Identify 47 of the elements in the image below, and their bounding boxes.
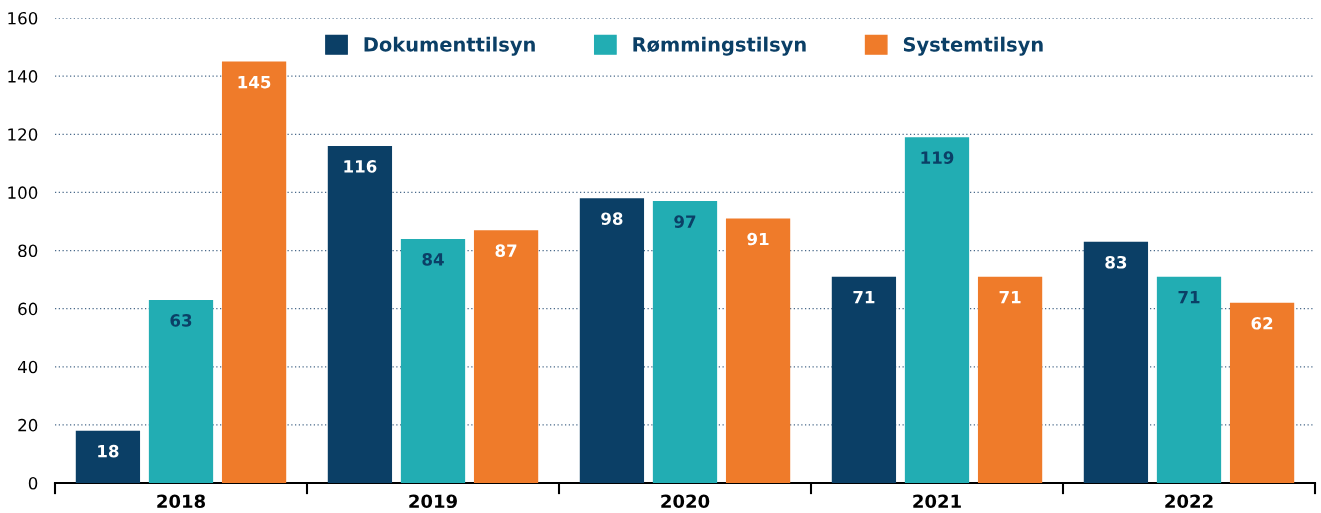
y-tick-label: 100 [8, 186, 38, 199]
x-tick-label: 2019 [409, 494, 457, 509]
bar [473, 230, 539, 483]
x-tick-label: 2021 [913, 494, 961, 509]
data-label: 97 [674, 215, 696, 228]
bar [221, 61, 287, 483]
y-tick-label: 40 [17, 360, 38, 374]
bar [1156, 276, 1222, 483]
bar [652, 201, 718, 483]
bar [148, 299, 214, 483]
data-label: 71 [1178, 291, 1200, 304]
data-label: 18 [98, 444, 119, 458]
bar [1229, 302, 1295, 483]
legend-label: Rømmingstilsyn [633, 36, 806, 56]
bar [977, 276, 1043, 483]
data-label: 62 [1251, 317, 1273, 330]
bar [831, 276, 897, 483]
y-tick-label: 160 [8, 11, 38, 25]
data-label: 71 [853, 291, 875, 304]
y-tick-label: 20 [18, 418, 38, 432]
y-tick-label: 120 [8, 128, 38, 141]
bar [400, 238, 466, 483]
bar [75, 430, 141, 483]
y-tick-label: 80 [18, 244, 38, 258]
data-label: 83 [1105, 255, 1127, 269]
data-label: 145 [238, 76, 271, 89]
bar [327, 145, 393, 483]
data-label: 98 [601, 212, 623, 225]
x-tick-label: 2018 [157, 494, 206, 509]
data-label: 91 [747, 232, 769, 246]
data-label: 87 [495, 244, 517, 257]
bar [904, 137, 970, 483]
data-label: 119 [921, 151, 954, 164]
data-label: 84 [422, 253, 444, 266]
bar [579, 198, 645, 483]
legend-label: Dokumenttilsyn [364, 36, 535, 56]
y-tick-label: 0 [28, 476, 38, 490]
x-tick-label: 2022 [1165, 494, 1213, 509]
data-label: 116 [344, 160, 377, 173]
y-tick-label: 140 [8, 70, 38, 83]
bar [725, 218, 791, 483]
bar [1083, 241, 1149, 483]
data-label: 63 [170, 314, 192, 327]
x-tick-label: 2020 [661, 494, 710, 509]
legend-label: Systemtilsyn [903, 36, 1043, 56]
y-tick-label: 60 [18, 302, 38, 316]
data-label: 71 [999, 291, 1021, 304]
